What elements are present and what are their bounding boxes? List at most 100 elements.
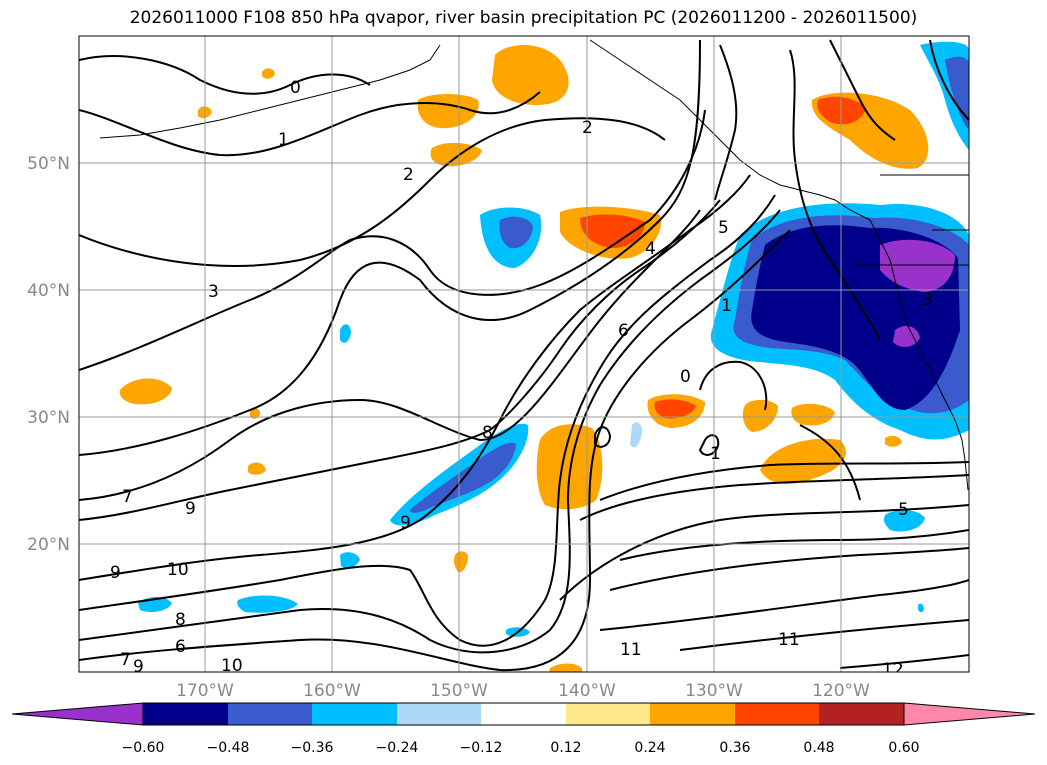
colorbar-label: 0.60 xyxy=(888,740,919,756)
contour-label: 10 xyxy=(167,560,189,580)
contour-label: 9 xyxy=(133,657,144,677)
lat-tick-labels: 50°N 40°N 30°N 20°N xyxy=(27,154,70,555)
colorbar-label: 0.36 xyxy=(719,740,750,756)
contour-line xyxy=(599,579,969,631)
colorbar-segment xyxy=(819,703,904,725)
colorbar-label: −0.48 xyxy=(207,740,250,756)
pos-anomaly-region xyxy=(454,551,468,573)
colorbar-segment xyxy=(481,703,566,725)
contour-line xyxy=(789,49,881,341)
contour-label: 1 xyxy=(721,296,732,316)
contour-label: 8 xyxy=(175,610,186,630)
contour-line xyxy=(699,360,768,411)
contour-line xyxy=(559,504,969,601)
pos-anomaly-region xyxy=(760,438,846,484)
contour-labels: 0 1 2 2 3 4 5 6 7 8 9 9 9 10 10 11 11 12… xyxy=(110,78,933,680)
colorbar-extend-left xyxy=(11,702,144,726)
contour-label: 1 xyxy=(278,130,289,150)
colorbar-segment xyxy=(397,703,481,725)
lat-tick-label: 50°N xyxy=(27,154,70,174)
map-frame xyxy=(78,35,970,673)
contour-line xyxy=(839,654,969,669)
contour-line xyxy=(79,91,541,157)
contour-line xyxy=(79,209,701,501)
lat-tick-label: 20°N xyxy=(27,535,70,555)
coastline xyxy=(99,44,441,139)
contour-label: 4 xyxy=(645,239,656,259)
neg-anomaly-region xyxy=(340,552,360,568)
colorbar-label: −0.12 xyxy=(460,740,503,756)
contour-label: 9 xyxy=(110,563,121,583)
contour-line xyxy=(609,547,969,591)
colorbar-label: −0.36 xyxy=(291,740,334,756)
contour-line xyxy=(79,109,706,371)
contour-line xyxy=(79,174,751,581)
pos-anomaly-region xyxy=(742,399,778,432)
contour-line xyxy=(829,39,896,141)
contour-label: 12 xyxy=(882,660,904,680)
contour-label: 2 xyxy=(403,165,414,185)
contour-line xyxy=(619,529,969,561)
lon-tick-label: 140°W xyxy=(558,681,616,701)
contour-line xyxy=(579,474,969,521)
contour-label: 7 xyxy=(122,487,133,507)
lat-tick-label: 30°N xyxy=(27,408,70,428)
colorbar-label: 0.24 xyxy=(634,740,665,756)
neg-anomaly-region xyxy=(884,510,925,532)
colorbar-segment xyxy=(228,703,312,725)
lon-tick-label: 120°W xyxy=(812,681,870,701)
contour-line xyxy=(594,426,612,448)
contour-label: 7 xyxy=(120,650,131,670)
coastlines xyxy=(99,39,969,491)
contour-label: 0 xyxy=(290,78,301,98)
contour-label: 9 xyxy=(185,499,196,519)
neg-anomaly-region xyxy=(880,239,955,292)
colorbar-frame xyxy=(142,702,905,726)
pos-anomaly-region xyxy=(492,44,569,105)
lon-tick-label: 160°W xyxy=(303,681,361,701)
pos-anomaly-region xyxy=(817,96,866,125)
contour-label: 6 xyxy=(618,321,629,341)
neg-anomaly-region xyxy=(340,324,351,343)
pos-anomaly-region xyxy=(549,663,582,672)
colorbar-label: −0.24 xyxy=(376,740,419,756)
lat-tick-label: 40°N xyxy=(27,281,70,301)
lon-tick-label: 150°W xyxy=(430,681,488,701)
contour-line xyxy=(799,424,861,501)
contour-label: 11 xyxy=(778,630,800,650)
colorbar-label: −0.60 xyxy=(122,740,165,756)
contour-label: 11 xyxy=(620,640,642,660)
colorbar-segment xyxy=(650,703,735,725)
contour-line xyxy=(79,39,701,456)
colorbar-segment xyxy=(566,703,650,725)
contour-line xyxy=(79,229,791,672)
contour-label: 3 xyxy=(922,290,933,310)
colorbar-label: 0.12 xyxy=(550,740,581,756)
contour-line xyxy=(714,44,738,201)
pos-anomaly-region xyxy=(536,424,603,510)
contour-label: 0 xyxy=(680,367,691,387)
lon-tick-labels: 170°W 160°W 150°W 140°W 130°W 120°W xyxy=(176,681,870,701)
contour-line xyxy=(79,194,776,647)
pos-anomaly-region xyxy=(885,435,902,447)
contour-label: 9 xyxy=(400,513,411,533)
contour-line xyxy=(599,461,969,501)
contour-line xyxy=(679,619,969,651)
contour-label: 2 xyxy=(582,118,593,138)
contour-label: 1 xyxy=(710,444,721,464)
contour-line xyxy=(79,209,781,654)
colorbar-segment xyxy=(143,703,228,725)
contour-label: 5 xyxy=(718,218,729,238)
pos-anomaly-region xyxy=(262,68,275,79)
graticule xyxy=(79,36,969,672)
contour-line xyxy=(698,434,720,456)
lon-tick-label: 170°W xyxy=(176,681,234,701)
contour-line xyxy=(79,117,666,267)
neg-anomaly-region xyxy=(499,216,533,249)
neg-anomaly-region xyxy=(918,603,924,613)
contour-label: 6 xyxy=(175,637,186,657)
contour-line xyxy=(79,55,371,95)
contour-label: 3 xyxy=(208,282,219,302)
neg-anomaly-region xyxy=(630,422,642,448)
